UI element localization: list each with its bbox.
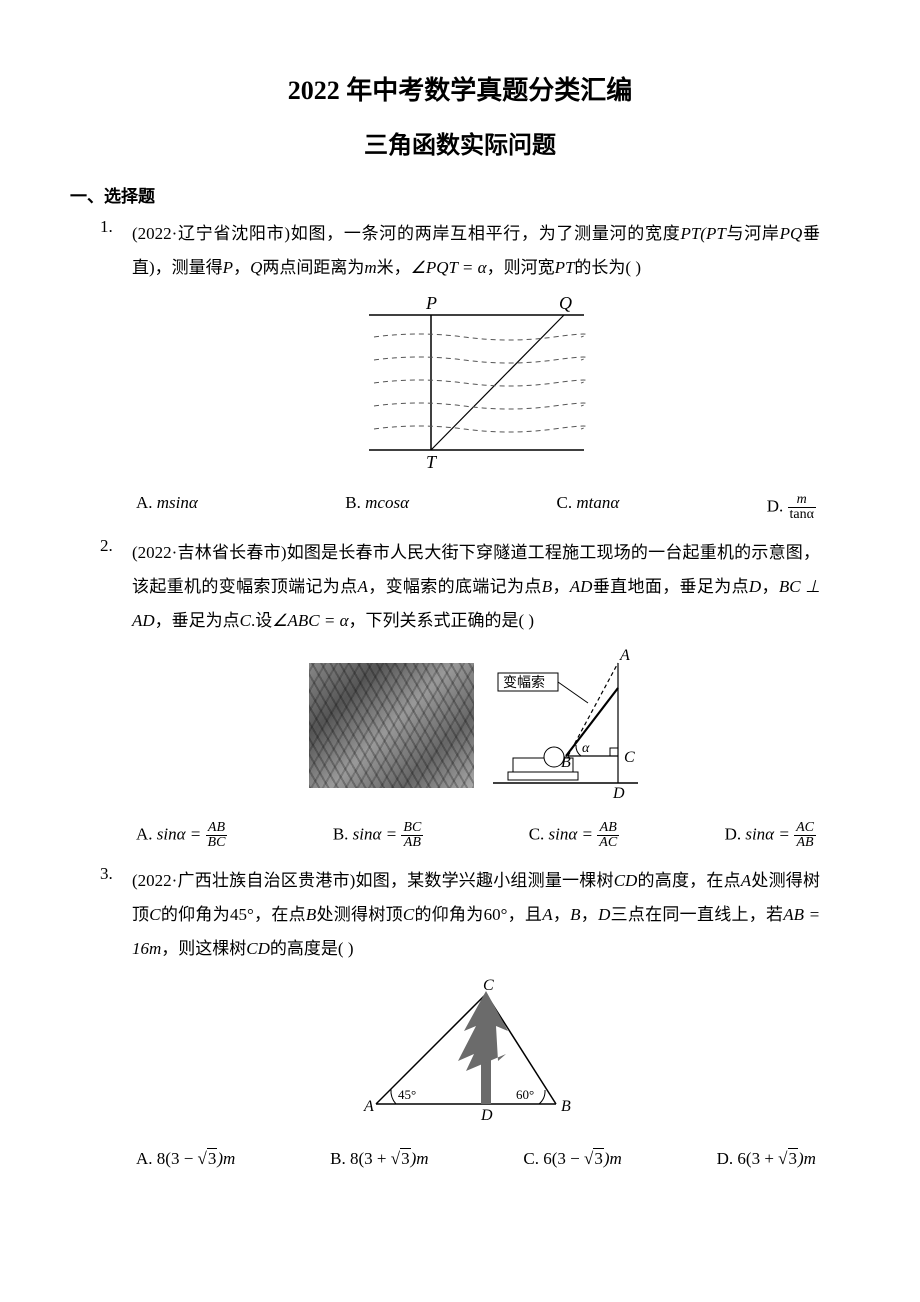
option-C: C. mtanα xyxy=(556,493,619,522)
option-A: A. sinα = ABBC xyxy=(136,821,227,850)
question-3: 3. (2022·广西壮族自治区贵港市)如图，某数学兴趣小组测量一棵树CD的高度… xyxy=(100,864,820,1169)
crane-photo xyxy=(309,663,474,788)
svg-text:D: D xyxy=(480,1107,493,1124)
svg-text:60°: 60° xyxy=(516,1087,534,1102)
section-header: 一、选择题 xyxy=(70,182,820,207)
question-1: 1. (2022·辽宁省沈阳市)如图，一条河的两岸互相平行，为了测量河的宽度PT… xyxy=(100,217,820,522)
svg-text:A: A xyxy=(619,648,630,664)
question-2: 2. (2022·吉林省长春市)如图是长春市人民大街下穿隧道工程施工现场的一台起… xyxy=(100,536,820,850)
option-D: D. sinα = ACAB xyxy=(725,821,816,850)
option-A: A. 8(3 − √3)m xyxy=(136,1149,235,1169)
option-B: B. sinα = BCAB xyxy=(333,821,423,850)
options-row: A. msinα B. mcosα C. mtanα D. mtanα xyxy=(132,493,820,522)
label-P: P xyxy=(425,295,437,313)
option-B: B. mcosα xyxy=(345,493,409,522)
question-text: (2022·吉林省长春市)如图是长春市人民大街下穿隧道工程施工现场的一台起重机的… xyxy=(132,536,820,638)
figure-3: C A B D 45° 60° xyxy=(132,976,820,1131)
svg-text:变幅索: 变幅索 xyxy=(503,674,545,691)
figure-1: P Q T xyxy=(132,295,820,475)
question-text: (2022·辽宁省沈阳市)如图，一条河的两岸互相平行，为了测量河的宽度PT(PT… xyxy=(132,217,820,285)
question-number: 1. xyxy=(100,217,113,237)
option-B: B. 8(3 + √3)m xyxy=(330,1149,428,1169)
question-text: (2022·广西壮族自治区贵港市)如图，某数学兴趣小组测量一棵树CD的高度，在点… xyxy=(132,864,820,966)
label-Q: Q xyxy=(559,295,572,313)
svg-text:C: C xyxy=(624,749,635,766)
svg-text:B: B xyxy=(561,1098,571,1115)
svg-text:D: D xyxy=(612,785,625,802)
figure-2: A B C D α 变幅索 xyxy=(132,648,820,803)
option-D: D. mtanα xyxy=(767,493,816,522)
sub-title: 三角函数实际问题 xyxy=(100,125,820,160)
options-row: A. 8(3 − √3)m B. 8(3 + √3)m C. 6(3 − √3)… xyxy=(132,1149,820,1169)
question-number: 3. xyxy=(100,864,113,884)
option-A: A. msinα xyxy=(136,493,198,522)
svg-text:α: α xyxy=(582,741,590,756)
question-number: 2. xyxy=(100,536,113,556)
option-C: C. sinα = ABAC xyxy=(529,821,619,850)
svg-text:45°: 45° xyxy=(398,1087,416,1102)
svg-text:C: C xyxy=(483,977,494,994)
option-D: D. 6(3 + √3)m xyxy=(717,1149,816,1169)
options-row: A. sinα = ABBC B. sinα = BCAB C. sinα = … xyxy=(132,821,820,850)
main-title: 2022 年中考数学真题分类汇编 xyxy=(100,70,820,107)
svg-text:A: A xyxy=(363,1098,374,1115)
label-T: T xyxy=(426,452,438,470)
option-C: C. 6(3 − √3)m xyxy=(523,1149,621,1169)
